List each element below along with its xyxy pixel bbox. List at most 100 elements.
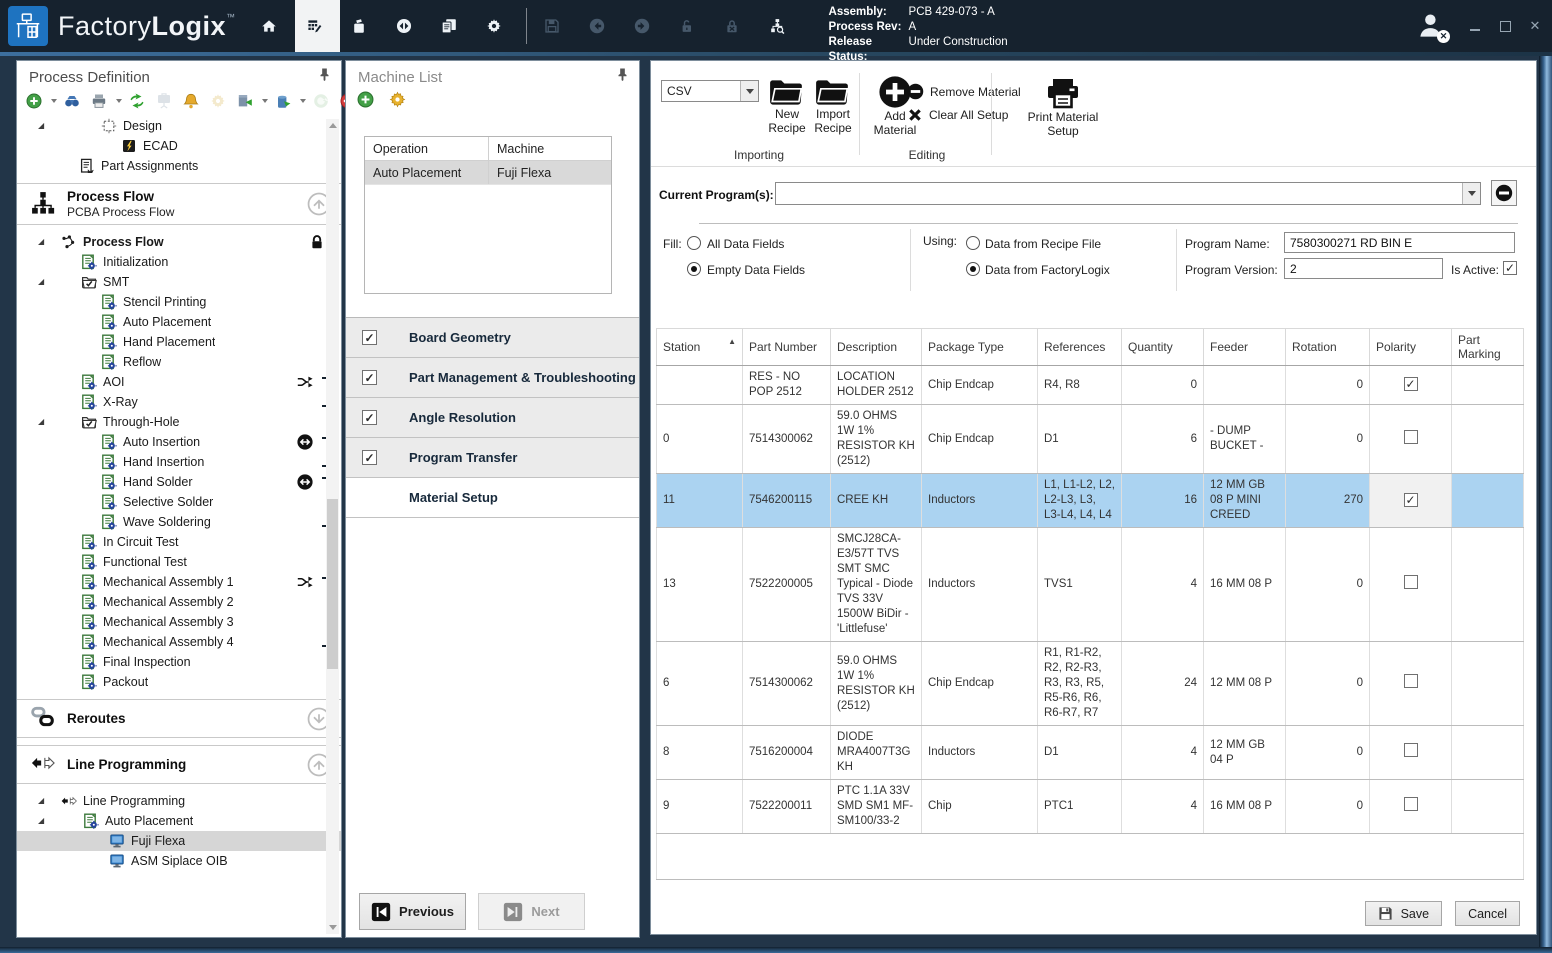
tree-item-final-inspection[interactable]: Final Inspection xyxy=(17,652,341,672)
expander-icon[interactable]: ◢ xyxy=(38,121,45,130)
unlock-button[interactable] xyxy=(668,0,713,52)
column-header-part-marking[interactable]: Part Marking xyxy=(1451,328,1524,366)
chevron-down-icon[interactable] xyxy=(300,99,306,103)
tree-item-line-programming[interactable]: ◢ Line Programming xyxy=(17,791,341,811)
clear-all-setup-button[interactable]: Clear All Setup xyxy=(907,107,1008,123)
tree-item-auto-placement[interactable]: ◢ Auto Placement xyxy=(17,811,341,831)
find-button[interactable] xyxy=(63,92,87,110)
scroll-down-arrow[interactable] xyxy=(326,921,339,934)
material-row[interactable]: 6 7514300062 59.0 OHMS 1W 1% RESISTOR KH (… xyxy=(656,641,1524,726)
column-header-references[interactable]: References xyxy=(1037,328,1122,366)
tree-item-smt[interactable]: ◢ SMT xyxy=(17,272,341,292)
documents-button[interactable] xyxy=(430,0,475,52)
tree-item-mechanical-assembly-1[interactable]: Mechanical Assembly 1 xyxy=(17,572,341,592)
polarity-checkbox[interactable] xyxy=(1403,743,1418,757)
print-button[interactable] xyxy=(90,92,125,110)
chevron-down-icon[interactable] xyxy=(116,99,122,103)
refresh-button[interactable] xyxy=(312,92,336,110)
column-header-rotation[interactable]: Rotation xyxy=(1285,328,1370,366)
pin-icon[interactable] xyxy=(318,68,331,86)
cancel-button[interactable]: Cancel xyxy=(1455,901,1520,926)
step-checkbox[interactable]: ✓ xyxy=(362,330,377,345)
previous-button[interactable]: Previous xyxy=(359,893,466,930)
next-button[interactable]: Next xyxy=(478,893,585,930)
chevron-down-icon[interactable] xyxy=(262,99,268,103)
transfer-button[interactable] xyxy=(385,0,430,52)
column-header-package-type[interactable]: Package Type xyxy=(921,328,1038,366)
tree-item-initialization[interactable]: Initialization xyxy=(17,252,341,272)
section-line-programming[interactable]: Line Programming xyxy=(17,745,341,784)
tree-item-wave-soldering[interactable]: Wave Soldering xyxy=(17,512,341,532)
tree-item-in-circuit-test[interactable]: In Circuit Test xyxy=(17,532,341,552)
back-button[interactable] xyxy=(578,0,623,52)
expander-icon[interactable]: ◢ xyxy=(38,796,45,805)
materials-button[interactable] xyxy=(340,0,385,52)
collapse-arrow-icon[interactable] xyxy=(307,707,331,731)
tree-item-reflow[interactable]: Reflow xyxy=(17,352,341,372)
expander-icon[interactable]: ◢ xyxy=(38,237,45,246)
step-board-geometry[interactable]: ✓ Board Geometry xyxy=(346,318,639,358)
radio-all-data-fields[interactable] xyxy=(687,236,701,250)
format-select[interactable]: CSV xyxy=(661,80,759,102)
settings-button[interactable] xyxy=(209,92,233,110)
new-recipe-button[interactable]: New Recipe xyxy=(761,77,813,135)
polarity-checkbox[interactable] xyxy=(1403,575,1418,589)
remove-program-button[interactable] xyxy=(1491,180,1517,206)
section-process-flow[interactable]: Process Flow PCBA Process Flow xyxy=(17,183,341,225)
polarity-checkbox[interactable] xyxy=(1403,674,1418,688)
step-program-transfer[interactable]: ✓ Program Transfer xyxy=(346,438,639,478)
home-button[interactable] xyxy=(250,0,295,52)
save-button[interactable] xyxy=(533,0,578,52)
presentation-button[interactable] xyxy=(155,92,179,110)
scrollbar-thumb[interactable] xyxy=(327,499,338,669)
radio-data-from-factorylogix[interactable] xyxy=(966,262,980,276)
material-row[interactable]: 13 7522200005 SMCJ28CA-E3/57T TVS SMT SMC … xyxy=(656,527,1524,642)
machine-settings-button[interactable] xyxy=(388,90,412,108)
program-name-input[interactable] xyxy=(1284,232,1515,253)
minimize-button[interactable] xyxy=(1468,19,1482,33)
column-header-feeder[interactable]: Feeder xyxy=(1203,328,1286,366)
tree-item-auto-insertion[interactable]: Auto Insertion xyxy=(17,432,341,452)
chevron-down-icon[interactable] xyxy=(51,99,57,103)
radio-empty-data-fields[interactable] xyxy=(687,262,701,276)
polarity-checkbox[interactable]: ✓ xyxy=(1403,377,1418,391)
deploy-button[interactable] xyxy=(236,92,271,110)
polarity-checkbox[interactable]: ✓ xyxy=(1403,492,1418,507)
audit-search-button[interactable] xyxy=(758,0,803,52)
tree-scrollbar[interactable] xyxy=(326,119,339,934)
tree-item-mechanical-assembly-2[interactable]: Mechanical Assembly 2 xyxy=(17,592,341,612)
tree-item-mechanical-assembly-4[interactable]: Mechanical Assembly 4 xyxy=(17,632,341,652)
add-button[interactable] xyxy=(25,92,60,110)
expander-icon[interactable]: ◢ xyxy=(38,816,45,825)
is-active-checkbox[interactable]: ✓ xyxy=(1503,261,1517,275)
add-material-button[interactable]: Add Material xyxy=(865,75,925,137)
tree-item-auto-placement[interactable]: Auto Placement xyxy=(17,312,341,332)
user-icon[interactable]: ✕ xyxy=(1416,11,1450,43)
tree-item-hand-solder[interactable]: Hand Solder xyxy=(17,472,341,492)
material-row[interactable]: 8 7516200004 DIODE MRA4007T3G KH Inductors D… xyxy=(656,725,1524,780)
tree-item-aoi[interactable]: AOI xyxy=(17,372,341,392)
tree-item-fuji-flexa[interactable]: Fuji Flexa xyxy=(17,831,341,851)
tree-item-through-hole[interactable]: ◢ Through-Hole xyxy=(17,412,341,432)
tree-item-mechanical-assembly-3[interactable]: Mechanical Assembly 3 xyxy=(17,612,341,632)
lock-x-button[interactable] xyxy=(713,0,758,52)
tree-item-design[interactable]: ◢ Design xyxy=(17,116,341,136)
program-version-input[interactable] xyxy=(1284,258,1443,279)
machine-col-operation[interactable]: Operation xyxy=(365,137,489,160)
tree-item-part-assignments[interactable]: Part Assignments xyxy=(17,156,341,176)
column-header-quantity[interactable]: Quantity xyxy=(1121,328,1204,366)
material-row[interactable]: 9 7522200011 PTC 1.1A 33V SMD SM1 MF-SM100… xyxy=(656,779,1524,834)
expander-icon[interactable]: ◢ xyxy=(38,417,45,426)
polarity-checkbox[interactable] xyxy=(1403,429,1418,444)
tree-item-hand-insertion[interactable]: Hand Insertion xyxy=(17,452,341,472)
step-material-setup[interactable]: Material Setup xyxy=(346,478,639,518)
settings-button[interactable] xyxy=(475,0,520,52)
material-row[interactable]: 0 7514300062 59.0 OHMS 1W 1% RESISTOR KH (… xyxy=(656,404,1524,474)
save-button[interactable]: Save xyxy=(1364,901,1443,926)
step-angle-resolution[interactable]: ✓ Angle Resolution xyxy=(346,398,639,438)
tree-item-x-ray[interactable]: X-Ray xyxy=(17,392,341,412)
machine-row[interactable]: Auto Placement Fuji Flexa xyxy=(365,161,611,185)
tree-item-asm-siplace-oib[interactable]: ASM Siplace OIB xyxy=(17,851,341,871)
notifications-button[interactable] xyxy=(182,92,206,110)
tree-item-packout[interactable]: Packout xyxy=(17,672,341,692)
